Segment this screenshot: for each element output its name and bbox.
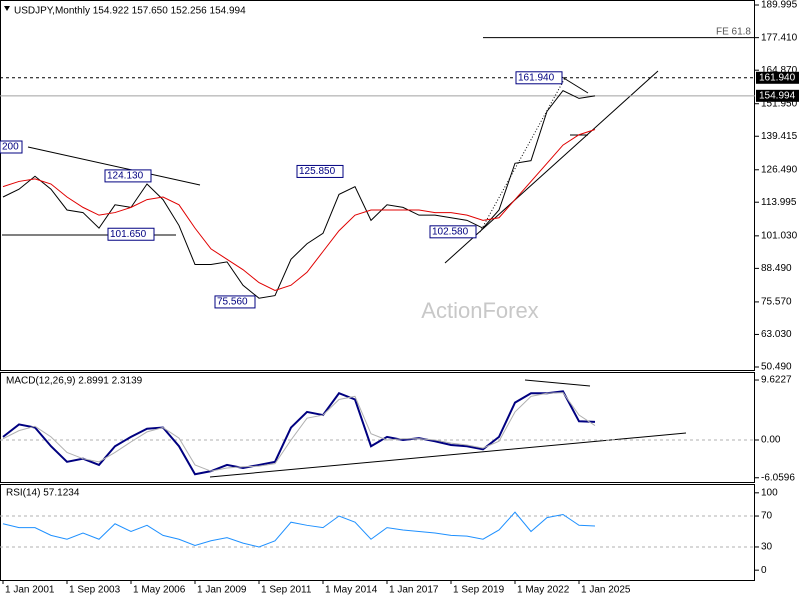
annotation-label: 161.940 xyxy=(518,72,555,83)
y-tick-label: 63.030 xyxy=(761,329,792,340)
x-tick-label: 1 May 2014 xyxy=(325,585,378,596)
y-tick-label: 0 xyxy=(761,565,767,576)
y-tick-label: 9.6227 xyxy=(761,375,792,386)
trendline xyxy=(479,77,566,233)
y-tick-label: 164.870 xyxy=(761,65,798,76)
trendline xyxy=(27,146,201,186)
x-tick-label: 1 Sep 2011 xyxy=(261,585,312,596)
x-tick-label: 1 May 2022 xyxy=(517,585,570,596)
x-tick-label: 1 Sep 2019 xyxy=(453,585,505,596)
y-tick-label: 189.995 xyxy=(761,0,798,11)
annotation-box xyxy=(104,169,152,183)
annotation-label: 101.650 xyxy=(110,229,147,240)
x-tick-label: 1 Sep 2003 xyxy=(69,585,121,596)
menu-icon xyxy=(4,6,10,11)
annotation-box xyxy=(429,225,477,239)
series-line xyxy=(2,390,596,476)
rsi-pane xyxy=(0,484,755,581)
level-label: 161.940 xyxy=(759,72,796,83)
annotation-box xyxy=(296,164,344,178)
pane-title: MACD(12,26,9) 2.8991 2.3139 xyxy=(6,376,143,387)
y-tick-label: 70 xyxy=(761,511,773,522)
series-line xyxy=(2,511,596,548)
series-line xyxy=(2,89,596,299)
annotation-box xyxy=(515,71,563,85)
pane-title: USDJPY,Monthly 154.922 157.650 152.256 1… xyxy=(14,6,246,17)
x-tick-label: 1 May 2006 xyxy=(133,585,186,596)
x-tick-label: 1 Jan 2025 xyxy=(581,585,631,596)
macd-pane xyxy=(0,372,755,483)
y-tick-label: 177.410 xyxy=(761,32,798,43)
y-tick-label: 50.490 xyxy=(761,362,792,373)
fe-label: FE 61.8 xyxy=(716,26,751,37)
annotation-box xyxy=(214,295,256,309)
y-tick-label: 88.490 xyxy=(761,263,792,274)
y-tick-label: 151.950 xyxy=(761,98,798,109)
trendline xyxy=(524,379,591,387)
y-tick-label: -6.0596 xyxy=(761,472,795,483)
price-pane xyxy=(0,0,755,371)
x-tick-label: 1 Jan 2001 xyxy=(5,585,55,596)
y-tick-label: 101.030 xyxy=(761,230,798,241)
annotation-label: 75.560 xyxy=(217,297,248,308)
trendline xyxy=(444,70,659,264)
y-tick-label: 113.995 xyxy=(761,197,797,208)
y-tick-label: 75.570 xyxy=(761,297,792,308)
y-tick-label: 139.415 xyxy=(761,131,798,142)
trendline xyxy=(561,76,589,94)
watermark: ActionForex xyxy=(421,298,538,323)
x-tick-label: 1 Jan 2009 xyxy=(197,585,247,596)
y-tick-label: 126.490 xyxy=(761,164,798,175)
series-line xyxy=(2,392,596,472)
pane-title: RSI(14) 57.1234 xyxy=(6,488,80,499)
y-tick-label: 30 xyxy=(761,542,773,553)
annotation-label: 124.130 xyxy=(107,171,144,182)
level-tag xyxy=(756,71,799,84)
annotation-box xyxy=(107,227,155,241)
level-label: 154.994 xyxy=(759,90,796,101)
series-line xyxy=(2,129,596,291)
trendlines xyxy=(2,70,687,478)
level-tag xyxy=(756,89,799,102)
annotation-box xyxy=(0,140,23,154)
annotation-label: 125.850 xyxy=(299,166,336,177)
y-tick-label: 100 xyxy=(761,487,778,498)
x-tick-label: 1 Jan 2017 xyxy=(389,585,439,596)
y-tick-label: 0.00 xyxy=(761,435,781,446)
annotation-label: 102.580 xyxy=(432,226,469,237)
annotation-label: 200 xyxy=(2,142,19,153)
